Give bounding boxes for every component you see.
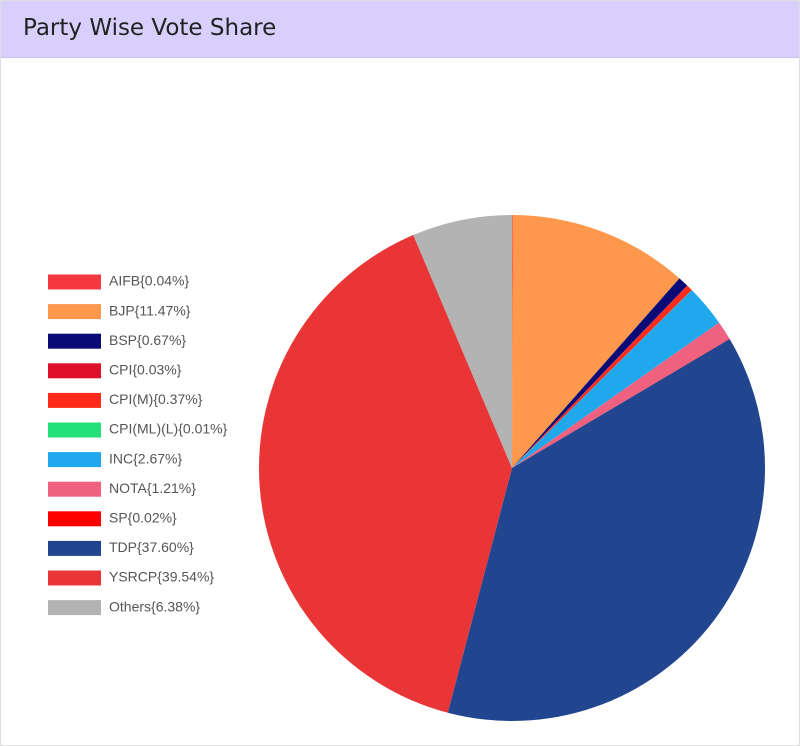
legend-label: BJP{11.47%}	[109, 302, 191, 318]
legend-swatch	[48, 452, 101, 468]
legend-label: NOTA{1.21%}	[109, 480, 196, 496]
pie-slice	[512, 289, 692, 468]
header: Party Wise Vote Share	[1, 1, 799, 58]
pie-slice	[512, 290, 720, 468]
pie-slice	[512, 285, 692, 468]
legend-label: SP{0.02%}	[109, 510, 177, 526]
legend-swatch	[48, 481, 101, 497]
pie-slice	[512, 338, 730, 468]
legend-swatch	[48, 392, 101, 408]
pie-slice	[447, 339, 766, 722]
pie-slice	[512, 278, 688, 468]
legend-label: Others{6.38%}	[109, 598, 200, 614]
legend-label: CPI(M){0.37%}	[109, 391, 203, 407]
legend-swatch	[48, 304, 101, 320]
pie-slice	[512, 215, 680, 468]
pie-slice	[512, 215, 513, 468]
legend-label: INC{2.67%}	[109, 450, 182, 466]
legend-label: CPI{0.03%}	[109, 362, 182, 378]
legend-label: AIFB{0.04%}	[109, 273, 189, 289]
legend-label: TDP{37.60%}	[109, 539, 194, 555]
title: Party Wise Vote Share	[23, 15, 277, 41]
legend-swatch	[48, 540, 101, 556]
pie-slice	[512, 285, 688, 468]
legend-swatch	[48, 570, 101, 586]
legend-swatch	[48, 274, 101, 290]
legend-label: CPI(ML)(L){0.01%}	[109, 421, 228, 437]
legend-swatch	[48, 422, 101, 438]
legend-swatch	[48, 511, 101, 527]
legend-label: BSP{0.67%}	[109, 332, 186, 348]
legend-swatch	[48, 600, 101, 616]
pie-slice	[259, 235, 512, 713]
legend-label: YSRCP{39.54%}	[109, 569, 214, 585]
legend-swatch	[48, 363, 101, 379]
legend-swatch	[48, 333, 101, 349]
pie-slice	[512, 322, 730, 468]
pie-slice	[413, 215, 512, 468]
